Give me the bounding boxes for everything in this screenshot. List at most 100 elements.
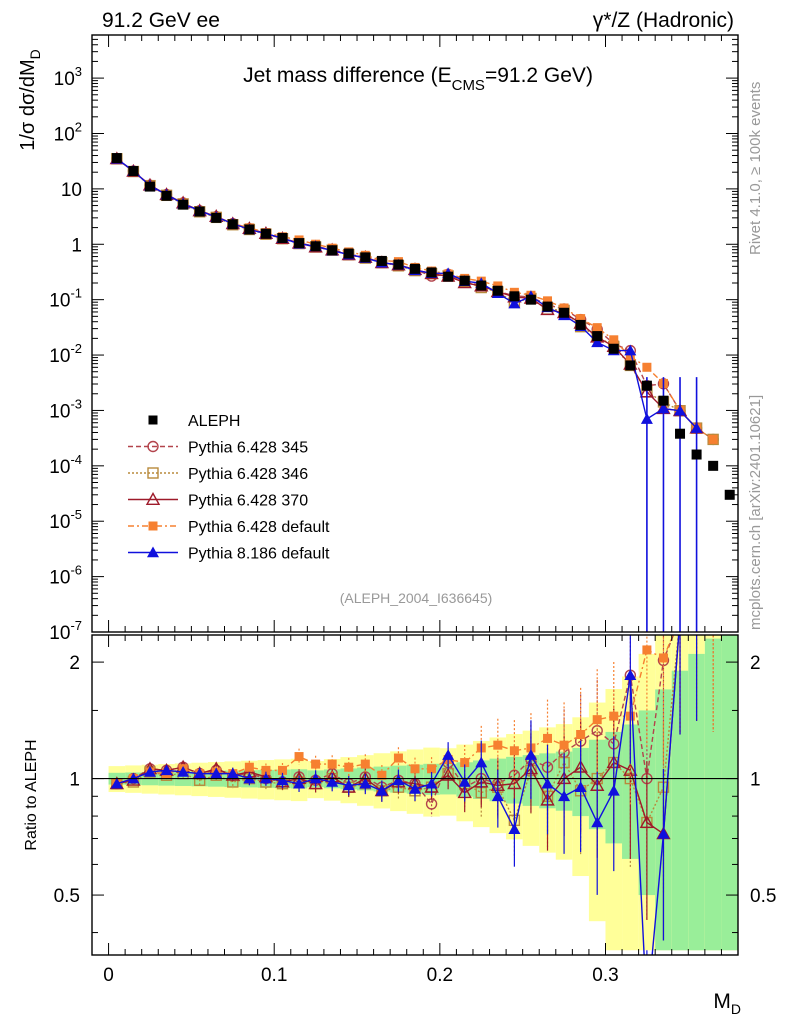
aleph-point-33 (658, 395, 669, 406)
analysis-label: (ALEPH_2004_I636645) (340, 590, 493, 606)
series-1-ratio-point-36 (708, 589, 718, 599)
y-tick-base: 10 (49, 512, 70, 533)
band-stat-35 (688, 653, 705, 951)
series-4-point-29 (591, 336, 604, 348)
aleph-point-36 (708, 460, 719, 471)
y-tick-label-2: 10-5 (49, 507, 82, 533)
y-tick-base: 10 (54, 69, 75, 90)
series-3-ratio-point-12 (311, 759, 321, 769)
y-tick-base: 10 (54, 124, 75, 145)
aleph-point-1 (128, 166, 139, 177)
legend-label-3: Pythia 6.428 370 (188, 493, 308, 510)
legend-marker-5 (147, 546, 159, 558)
aleph-point-23 (492, 285, 503, 296)
x-axis-label: MD (713, 990, 741, 1017)
aleph-point-27 (559, 307, 570, 318)
aleph-point-34 (675, 428, 686, 439)
x-tick-label-1: 0.1 (261, 965, 287, 986)
series-3-point-28 (576, 314, 586, 324)
series-2-ratio-point-20 (440, 767, 456, 781)
series-3-ratio-point-21 (460, 758, 470, 768)
y-tick-exp: -7 (70, 618, 82, 633)
aleph-point-18 (410, 263, 420, 274)
ratio-tick-label-right-2: 2 (750, 653, 761, 674)
x-tick-label-0: 0 (103, 965, 114, 986)
aleph-point-7 (227, 219, 238, 230)
aleph-point-0 (111, 153, 122, 164)
y-tick-exp: -3 (70, 396, 82, 411)
y-tick-exp: -5 (70, 507, 82, 522)
series-3-point-31 (625, 351, 635, 361)
ratio-tick-label-right-1: 1 (750, 770, 761, 791)
series-4-ratio-point-26 (541, 777, 554, 789)
uncertainty-bands (108, 635, 738, 951)
x-tick-label-3: 0.3 (592, 965, 618, 986)
legend: ALEPH Pythia 6.428 345 Pythia 6.428 346 Pyt… (128, 413, 330, 563)
y-tick-label-10: 103 (54, 64, 82, 90)
series-4-ratio-point-7 (226, 767, 239, 779)
series-3-ratio-point-9 (261, 765, 271, 775)
aleph-point-5 (194, 206, 205, 217)
ylabel-sub: D (27, 49, 43, 59)
ylabel-main: 1/σ dσ/dM (17, 59, 39, 150)
aleph-point-22 (476, 280, 487, 291)
y-tick-exp: -2 (70, 341, 82, 356)
series-4-ratio-point-10 (276, 774, 289, 786)
ratio-tick-label-left-2: 2 (69, 653, 80, 674)
aleph-point-13 (327, 245, 338, 256)
series-4-ratio-point-24 (508, 823, 521, 834)
series-3-ratio-point-14 (344, 762, 354, 772)
series-4-ratio-point-4 (177, 765, 190, 777)
y-tick-exp: -1 (70, 286, 82, 301)
series-3-point-36 (708, 434, 718, 444)
legend-marker-2 (147, 467, 159, 479)
aleph-point-4 (178, 199, 189, 210)
legend-label-1: Pythia 6.428 345 (188, 440, 308, 457)
series-3-ratio-point-15 (360, 759, 370, 769)
series-4-ratio-point-19 (425, 777, 438, 789)
y-tick-exp: 2 (75, 119, 82, 134)
aleph-point-24 (509, 291, 520, 302)
title-sub: CMS (452, 77, 485, 94)
aleph-point-30 (608, 343, 619, 354)
series-2-ratio-point-32 (639, 815, 655, 829)
aleph-point-19 (426, 267, 437, 278)
series-2-top-line (116, 158, 698, 429)
series-4-ratio-point-27 (558, 790, 571, 802)
ratio-tick-label-left-0: 0.5 (54, 886, 80, 907)
aleph-point-2 (144, 181, 155, 192)
aleph-point-12 (310, 241, 321, 252)
series-layer (109, 151, 735, 955)
aleph-point-31 (625, 360, 636, 371)
band-stat-37 (721, 635, 738, 951)
aleph-point-32 (641, 380, 652, 391)
series-4-ratio-point-30 (607, 784, 620, 796)
series-3-ratio-point-26 (543, 733, 553, 743)
series-4-ratio-point-13 (326, 775, 339, 787)
series-0-top-line (116, 158, 714, 440)
aleph-point-8 (244, 224, 255, 235)
y-tick-label-1: 10-6 (49, 563, 82, 589)
aleph-point-26 (542, 301, 553, 312)
series-4-ratio-point-23 (491, 790, 504, 802)
series-3-ratio-point-30 (609, 711, 619, 721)
series-4-ratio-point-20 (442, 749, 455, 760)
aleph-point-9 (260, 228, 271, 239)
y-tick-exp: -6 (70, 563, 82, 578)
series-3-point-30 (609, 335, 619, 345)
band-stat-34 (671, 670, 689, 951)
series-3-ratio-point-24 (509, 746, 519, 756)
y-tick-base: 10 (49, 401, 70, 422)
series-4-ratio-point-16 (375, 784, 388, 796)
aleph-point-15 (360, 252, 371, 263)
series-4-ratio-point-29 (591, 816, 604, 828)
series-3-point-29 (592, 323, 602, 333)
y-tick-base: 10 (49, 457, 70, 478)
ratio-frame (91, 634, 739, 956)
aleph-point-6 (211, 212, 222, 223)
legend-label-0: ALEPH (188, 413, 240, 430)
y-tick-base: 10 (49, 346, 70, 367)
series-3-ratio-point-16 (377, 770, 387, 780)
series-1-top-line (116, 158, 714, 440)
